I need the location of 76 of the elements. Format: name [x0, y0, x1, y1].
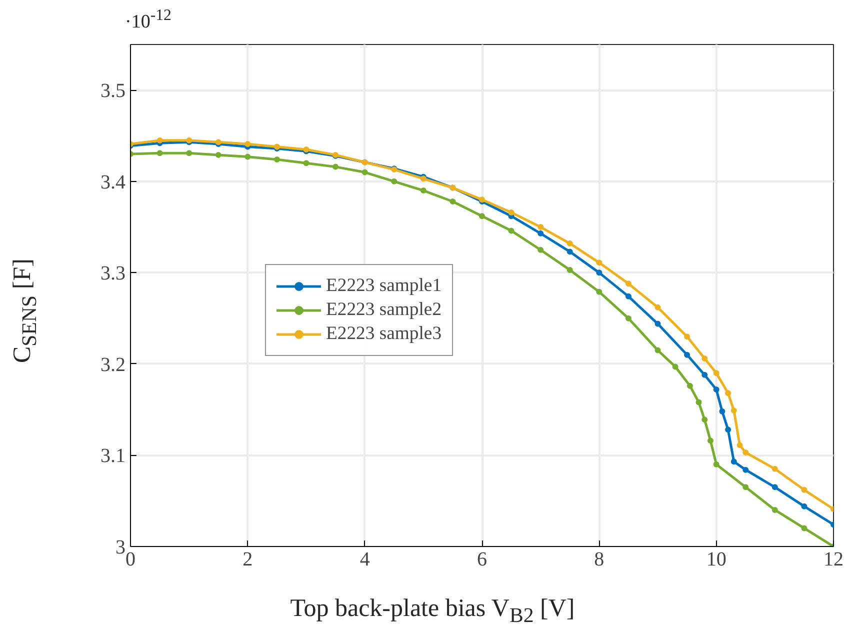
point — [508, 209, 514, 216]
point — [719, 408, 726, 414]
y-tick-label: 3.2 — [100, 354, 126, 376]
x-tick-label: 2 — [242, 548, 253, 570]
point — [702, 372, 708, 378]
point — [566, 248, 573, 255]
x-tick-label: 10 — [706, 548, 726, 570]
point — [244, 154, 251, 160]
point — [215, 152, 222, 158]
point — [654, 320, 661, 327]
x-tick-label: 12 — [824, 548, 844, 570]
point — [772, 506, 778, 513]
y-tick-label: 3.1 — [100, 445, 126, 468]
point — [684, 352, 690, 358]
point — [713, 370, 720, 376]
point — [742, 484, 749, 490]
point — [801, 486, 808, 493]
point — [538, 230, 544, 236]
y-tick-label: 3.3 — [100, 262, 126, 285]
point — [725, 426, 732, 433]
point — [772, 484, 778, 490]
point — [596, 288, 602, 295]
point — [801, 525, 808, 532]
point — [707, 438, 714, 444]
y-tick-label: 3.4 — [100, 171, 126, 194]
x-axis-title: Top back-plate bias V$_{B2}$ [V] — [290, 594, 575, 629]
point — [538, 224, 544, 230]
point — [730, 458, 737, 465]
text: ·10$^{-12}$ — [125, 6, 172, 34]
point — [566, 266, 573, 273]
point — [391, 178, 398, 184]
point — [672, 364, 678, 370]
point — [156, 137, 163, 144]
point — [362, 169, 368, 176]
point — [186, 150, 192, 156]
point — [736, 442, 743, 448]
point — [244, 140, 251, 147]
point — [801, 503, 808, 510]
point — [479, 213, 485, 220]
point — [625, 315, 632, 322]
point — [742, 466, 749, 473]
point — [686, 382, 693, 389]
x-tick-label: 8 — [594, 548, 604, 570]
legend-label: E2223 sample3 — [326, 323, 442, 345]
point — [508, 228, 514, 234]
point — [538, 246, 544, 253]
point — [684, 334, 690, 340]
point — [702, 355, 708, 362]
x-tick-label: 0 — [126, 548, 136, 570]
point — [725, 390, 732, 396]
point — [625, 280, 632, 287]
y-tick-label: 3 — [116, 536, 126, 558]
point — [156, 150, 163, 156]
point — [742, 449, 749, 456]
x-tick-label: 6 — [477, 548, 487, 570]
point — [596, 260, 602, 266]
point — [713, 386, 720, 393]
point — [702, 416, 708, 423]
point — [654, 347, 661, 354]
point — [625, 293, 632, 300]
point — [332, 164, 339, 170]
legend-label: E2223 sample2 — [326, 299, 442, 321]
point — [420, 188, 426, 194]
point — [566, 240, 573, 246]
point — [303, 160, 310, 166]
point — [713, 461, 720, 468]
x-tick-label: 4 — [360, 548, 370, 570]
point — [654, 304, 661, 310]
point — [596, 270, 602, 276]
point — [730, 408, 737, 414]
point — [772, 466, 778, 472]
y-tick-label: 3.5 — [100, 80, 126, 102]
point — [450, 198, 456, 204]
point — [274, 156, 280, 162]
legend-label: E2223 sample1 — [326, 275, 442, 297]
point — [696, 399, 702, 406]
